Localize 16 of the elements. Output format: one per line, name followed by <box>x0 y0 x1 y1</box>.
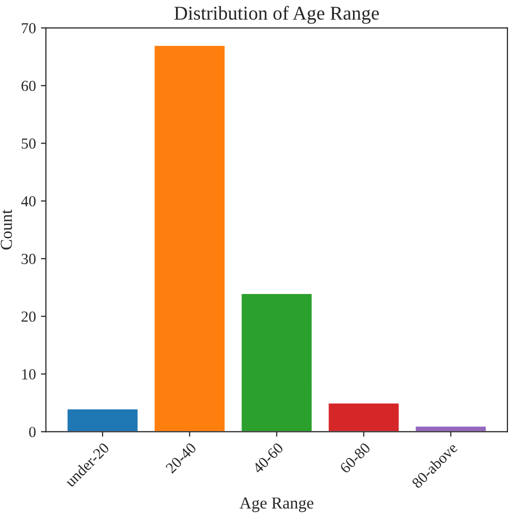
bar <box>414 425 488 432</box>
x-axis-title: Age Range <box>240 497 314 512</box>
y-tick-label: 40 <box>21 196 36 206</box>
y-tick-label: 20 <box>22 311 36 322</box>
bar <box>327 402 400 432</box>
chart-title: Distribution of Age Range <box>174 6 379 24</box>
y-tick-label: 60 <box>22 80 36 92</box>
y-tick-label: 30 <box>22 254 36 264</box>
y-tick-label: 10 <box>22 369 36 380</box>
bar <box>240 292 314 432</box>
bar <box>66 408 139 432</box>
y-tick-label: 70 <box>22 23 36 34</box>
y-tick-label: 50 <box>22 138 36 149</box>
bar <box>153 44 226 432</box>
y-tick-label: 0 <box>29 426 36 438</box>
y-axis-title: Count <box>0 210 12 250</box>
